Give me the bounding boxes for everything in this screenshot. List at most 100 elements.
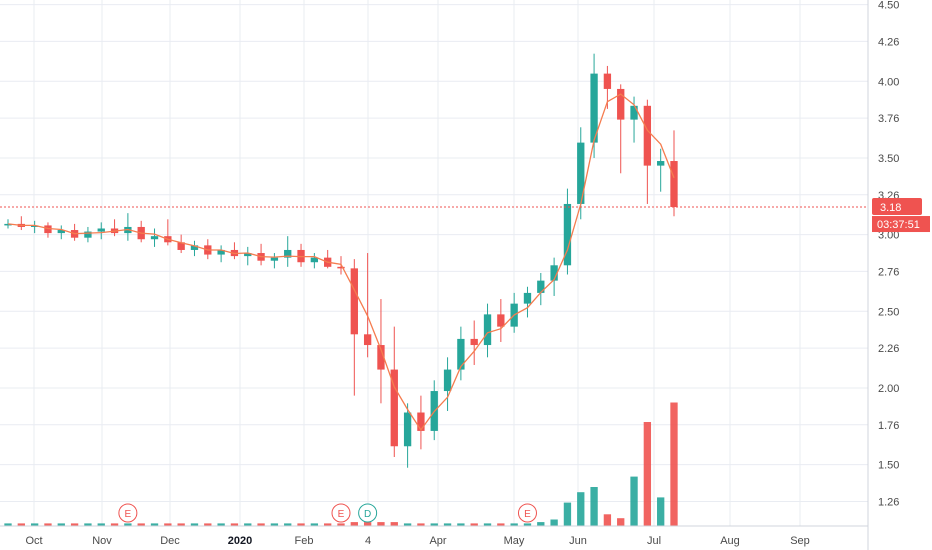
event-marker-label: D: [364, 509, 371, 520]
x-tick-label: Aug: [720, 535, 740, 547]
volume-bar: [164, 523, 172, 526]
candle-body: [190, 245, 199, 250]
earnings-marker: [118, 503, 138, 523]
candle-body: [363, 334, 372, 346]
candle-body: [550, 265, 558, 281]
candle-body: [670, 161, 678, 208]
volume-bar: [523, 523, 532, 526]
volume-bar: [4, 523, 12, 526]
volume-bar: [617, 518, 625, 526]
candle-body: [150, 236, 159, 240]
volume-bar: [204, 523, 212, 526]
candle-body: [390, 369, 398, 447]
volume-bar: [417, 523, 425, 526]
y-tick-label: 3.76: [878, 113, 899, 125]
earnings-marker: [517, 503, 537, 523]
event-marker-label: E: [125, 509, 132, 520]
volume-bar: [537, 522, 545, 526]
candle-body: [177, 242, 185, 250]
volume-bar: [563, 502, 572, 526]
price-tag-box: [872, 198, 922, 216]
candle-body: [457, 338, 465, 370]
volume-bar: [497, 523, 505, 526]
y-tick-label: 4.50: [878, 0, 899, 12]
x-tick-label: Apr: [429, 535, 446, 547]
candle-body: [630, 105, 638, 120]
volume-bar: [230, 523, 239, 526]
candle-body: [270, 257, 279, 261]
candle-body: [44, 225, 52, 234]
candle-body: [84, 231, 92, 238]
current-price-tag: 3.18 03:37:51: [872, 198, 930, 233]
volume-bar: [363, 522, 372, 526]
volume-bar: [324, 523, 332, 526]
candle-body: [377, 345, 385, 370]
volume-bar: [643, 422, 652, 526]
volume-bars: [4, 402, 678, 526]
candle-body: [470, 338, 478, 346]
volume-bar: [550, 519, 558, 526]
x-tick-label: Jun: [569, 535, 587, 547]
candle-body: [577, 142, 585, 204]
y-tick-label: 2.76: [878, 266, 899, 278]
volume-bar: [190, 523, 199, 526]
volume-bar: [603, 514, 612, 526]
x-tick-label: May: [504, 535, 525, 547]
event-marker-label: E: [338, 509, 345, 520]
x-tick-label: 2020: [228, 535, 252, 547]
price-tag-value: 3.18: [880, 202, 901, 214]
volume-bar: [110, 523, 119, 526]
x-tick-label: Jul: [647, 535, 661, 547]
y-tick-label: 1.50: [878, 460, 899, 472]
x-tick-label: Oct: [25, 535, 42, 547]
candle-body: [497, 314, 505, 327]
volume-bar: [30, 523, 39, 526]
volume-bar: [57, 523, 65, 526]
volume-bar: [310, 523, 319, 526]
volume-bar: [457, 523, 465, 526]
volume-bar: [84, 523, 92, 526]
volume-bar: [510, 523, 518, 526]
x-tick-label: Dec: [160, 535, 180, 547]
volume-bar: [44, 523, 52, 526]
candle-body: [217, 249, 225, 255]
volume-bar: [270, 523, 279, 526]
volume-bar: [17, 523, 25, 526]
candle-body: [443, 369, 452, 392]
volume-bar: [483, 523, 492, 526]
candle-body: [350, 268, 358, 335]
y-tick-label: 1.26: [878, 496, 899, 508]
candle-body: [537, 280, 545, 293]
volume-bar: [284, 523, 292, 526]
volume-bar: [443, 523, 452, 526]
y-tick-label: 2.26: [878, 343, 899, 355]
volume-bar: [244, 523, 252, 526]
volume-bar: [590, 487, 598, 526]
candle-body: [417, 412, 425, 431]
volume-bar: [177, 523, 185, 526]
y-tick-label: 4.26: [878, 36, 899, 48]
volume-bar: [70, 523, 79, 526]
candle-body: [403, 412, 412, 447]
candle-body: [657, 161, 665, 166]
volume-bar: [97, 523, 105, 526]
volume-bar: [630, 476, 638, 526]
x-axis: Oct Nov Dec 2020 Feb 4 Apr May Jun Jul Aug Sep: [0, 525, 868, 547]
countdown-value: 03:37:51: [877, 219, 920, 231]
candle-body: [563, 203, 572, 266]
volume-bar: [257, 523, 265, 526]
candle-body: [617, 88, 625, 120]
y-tick-label: 3.00: [878, 230, 899, 242]
volume-bar: [337, 523, 345, 526]
volume-bar: [150, 523, 159, 526]
volume-bar: [390, 522, 398, 526]
candle-body: [590, 73, 598, 143]
candle-body: [97, 228, 105, 232]
x-tick-label: 4: [365, 535, 371, 547]
countdown-box: [872, 216, 930, 233]
x-tick-label: Nov: [92, 535, 112, 547]
